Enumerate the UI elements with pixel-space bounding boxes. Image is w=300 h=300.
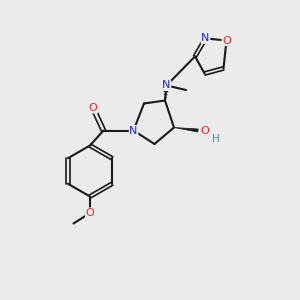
- Text: O: O: [85, 208, 94, 218]
- Text: N: N: [201, 33, 210, 43]
- Text: N: N: [129, 125, 138, 136]
- Text: N: N: [162, 80, 171, 91]
- Text: O: O: [88, 103, 98, 113]
- Text: O: O: [222, 35, 231, 46]
- Text: O: O: [200, 125, 209, 136]
- Text: H: H: [212, 134, 219, 145]
- Polygon shape: [174, 128, 198, 132]
